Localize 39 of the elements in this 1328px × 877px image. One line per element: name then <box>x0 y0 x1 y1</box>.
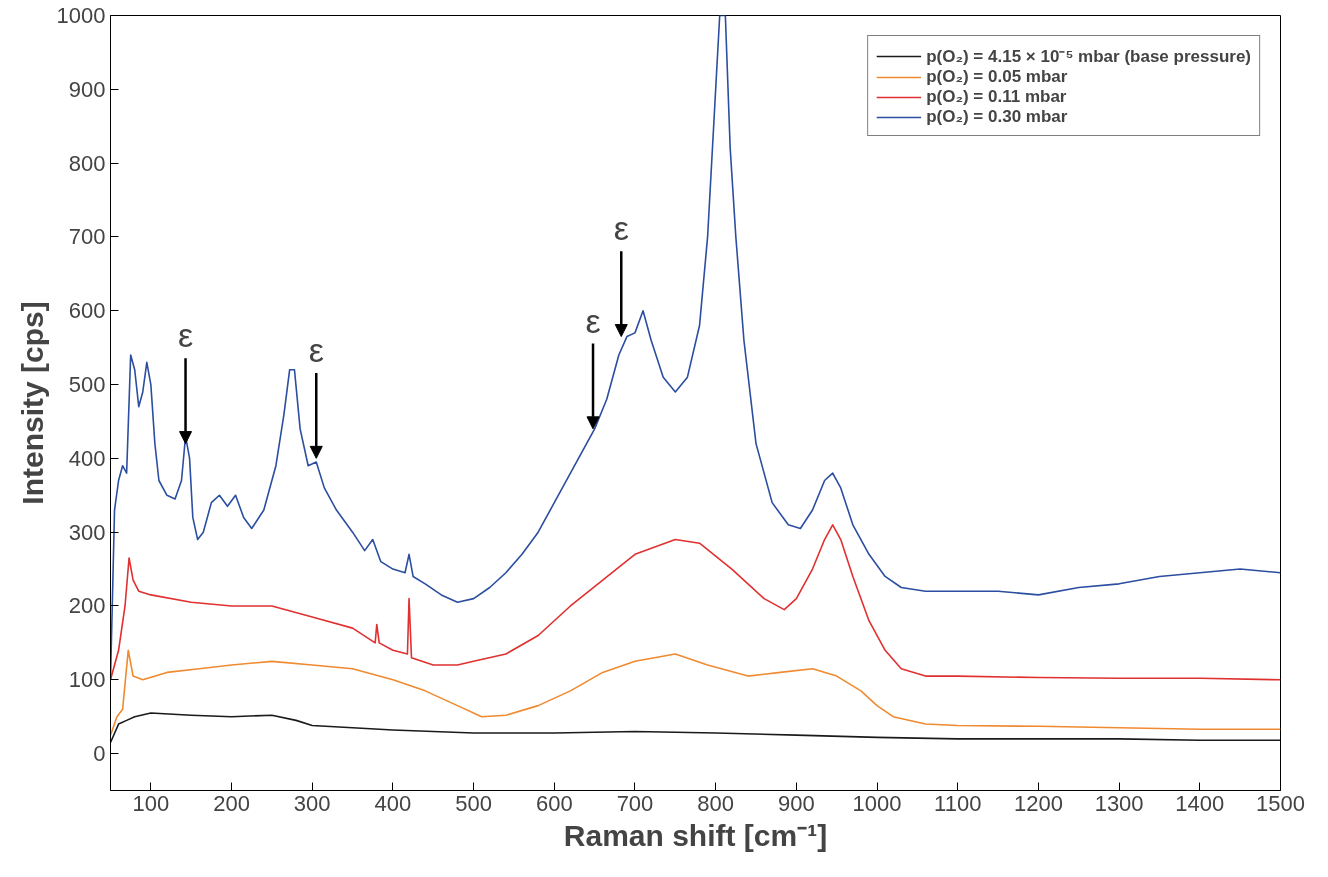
y-tick-label: 900 <box>68 76 106 102</box>
x-tick-label: 1100 <box>934 790 982 816</box>
annotation: ε <box>613 209 629 248</box>
y-tick-label: 0 <box>93 741 106 767</box>
line-series <box>110 523 1281 681</box>
x-tick-label: 200 <box>213 790 250 816</box>
x-tick-label: 700 <box>616 790 654 816</box>
y-tick-label: 500 <box>68 372 106 398</box>
annotation: ε <box>308 331 324 370</box>
x-tick-label: 600 <box>535 790 573 816</box>
x-tick-label: 400 <box>374 790 412 816</box>
x-tick-label: 800 <box>697 790 735 816</box>
y-tick-label: 100 <box>68 667 106 693</box>
annotation: ε <box>585 301 601 340</box>
x-tick-label: 1000 <box>852 790 902 816</box>
y-tick-label: 200 <box>68 593 106 619</box>
x-tick-label: 900 <box>778 790 815 816</box>
y-tick-label: 400 <box>68 445 106 471</box>
x-tick-label: 100 <box>132 790 170 816</box>
x-tick-label: 500 <box>455 790 492 816</box>
line-series <box>110 649 1281 736</box>
legend-label: p(O₂) = 0.30 mbar <box>926 107 1068 127</box>
y-tick-label: 800 <box>68 150 106 176</box>
x-tick-label: 300 <box>293 790 331 816</box>
legend-label: p(O₂) = 0.05 mbar <box>926 67 1068 87</box>
x-tick-label: 1300 <box>1094 790 1144 816</box>
x-tick-label: 1200 <box>1013 790 1063 816</box>
line-series <box>110 712 1281 744</box>
y-tick-label: 300 <box>68 519 106 545</box>
y-axis-title: Intensity [cps] <box>15 301 49 505</box>
legend-label: p(O₂) = 0.11 mbar <box>926 87 1067 107</box>
y-tick-label: 600 <box>68 298 106 324</box>
y-tick-label: 1000 <box>56 3 106 28</box>
annotation: ε <box>177 316 194 355</box>
legend-label: p(O₂) = 4.15 × 10⁻⁵ mbar (base pressure) <box>926 46 1251 67</box>
x-tick-label: 1400 <box>1175 790 1225 816</box>
x-axis-title: Raman shift [cm⁻¹] <box>563 818 828 852</box>
y-tick-label: 700 <box>68 224 106 250</box>
x-tick-label: 1500 <box>1256 790 1305 816</box>
